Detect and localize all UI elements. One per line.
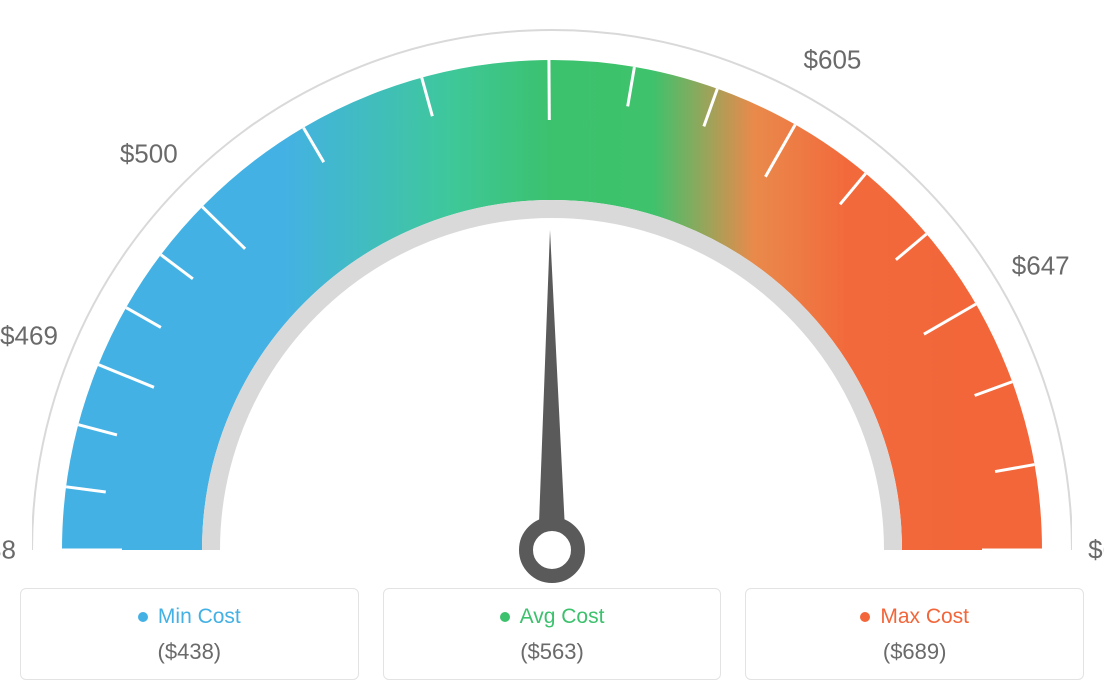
gauge-tick-label: $605 (804, 44, 862, 75)
dot-icon (860, 612, 870, 622)
gauge-svg (32, 10, 1072, 590)
dot-icon (138, 612, 148, 622)
legend-max-title: Max Cost (880, 605, 969, 629)
cost-gauge: $438$469$500$563$605$647$689 (32, 10, 1072, 590)
legend-card-min: Min Cost ($438) (20, 588, 359, 680)
dot-icon (500, 612, 510, 622)
gauge-tick-label: $500 (120, 139, 178, 170)
gauge-tick-label: $438 (0, 535, 16, 566)
gauge-tick-label: $647 (1012, 251, 1070, 282)
legend-min-title: Min Cost (158, 605, 241, 629)
legend-min-value: ($438) (21, 639, 358, 665)
legend-avg-value: ($563) (384, 639, 721, 665)
legend-row: Min Cost ($438) Avg Cost ($563) Max Cost… (0, 588, 1104, 680)
gauge-tick-label: $469 (0, 321, 58, 352)
gauge-tick-label: $563 (520, 0, 578, 1)
legend-avg-title: Avg Cost (520, 605, 605, 629)
legend-card-max: Max Cost ($689) (745, 588, 1084, 680)
legend-card-avg: Avg Cost ($563) (383, 588, 722, 680)
gauge-tick-label: $689 (1088, 535, 1104, 566)
legend-max-value: ($689) (746, 639, 1083, 665)
